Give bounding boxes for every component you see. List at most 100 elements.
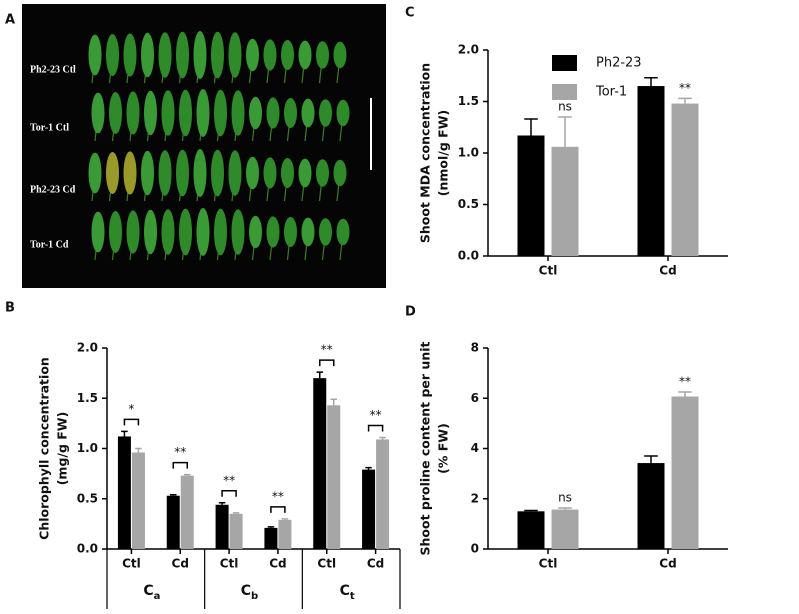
leaf	[214, 208, 227, 256]
bar	[517, 135, 545, 256]
significance: ns	[558, 491, 572, 505]
bar	[264, 527, 278, 549]
legend-label: Ph2-23	[596, 56, 642, 71]
y-tick-label: 0.0	[77, 542, 98, 556]
panel-label: C	[405, 6, 415, 21]
leaf	[249, 215, 262, 249]
bar	[117, 436, 131, 549]
leaf	[231, 90, 245, 136]
bar	[637, 463, 665, 549]
row-label: Tor-1 Cd	[30, 239, 69, 250]
significance: **	[679, 81, 691, 95]
leaf	[126, 210, 140, 254]
x-tick-label: Ctl	[220, 557, 239, 571]
leaf	[228, 32, 242, 78]
error-bar	[121, 430, 128, 437]
leaf	[284, 217, 297, 247]
y-tick-label: 1.5	[77, 391, 98, 405]
leaf	[176, 149, 189, 197]
row-label: Ph2-23 Cd	[30, 184, 76, 195]
bracket	[319, 359, 335, 367]
leaf	[196, 89, 210, 137]
x-tick-label: Ctl	[317, 557, 336, 571]
legend-swatch	[552, 84, 577, 100]
bar	[180, 475, 194, 549]
group-label: Ct	[340, 583, 355, 602]
leaf	[336, 218, 350, 246]
y-axis-title: Shoot proline content per unit	[418, 341, 433, 555]
bar	[362, 469, 376, 549]
leaf	[179, 89, 192, 137]
leaves	[88, 31, 350, 261]
error-bar	[558, 116, 572, 147]
leaf	[88, 34, 102, 76]
group-label-sub: a	[154, 591, 161, 602]
y-tick-label: 1.0	[458, 146, 479, 160]
error-bar	[558, 507, 572, 510]
bar	[166, 495, 180, 549]
x-tick-label: Ctl	[539, 264, 558, 278]
leaf	[214, 89, 227, 137]
group-label: Ca	[143, 583, 160, 602]
leaf	[319, 99, 332, 127]
significance: ns	[558, 99, 572, 113]
error-bar	[678, 97, 692, 104]
error-bar	[218, 502, 226, 505]
y-axis-title: Chlorophyll concentration	[37, 357, 52, 540]
leaf	[196, 208, 210, 256]
leaf	[284, 98, 297, 128]
leaf	[298, 158, 312, 188]
significance: *	[128, 402, 134, 416]
error-bar	[281, 518, 289, 520]
bar	[376, 439, 390, 549]
x-tick-label: Cd	[269, 557, 286, 571]
leaf	[176, 31, 189, 79]
y-tick-label: 4	[471, 441, 479, 455]
group-label-main: C	[143, 583, 153, 599]
leaf	[144, 209, 157, 255]
leaf	[319, 218, 332, 246]
y-tick-label: 2	[471, 491, 479, 505]
error-bar	[678, 391, 692, 397]
y-tick-label: 0.0	[458, 249, 479, 263]
error-bar	[170, 493, 177, 496]
y-tick-label: 8	[471, 341, 479, 355]
group-label: Cb	[241, 583, 258, 602]
error-bar	[184, 473, 191, 476]
leaf	[316, 41, 329, 69]
bar	[313, 378, 327, 549]
leaf	[158, 150, 172, 196]
bar	[229, 513, 243, 549]
leaf	[109, 211, 122, 253]
leaf	[336, 99, 350, 127]
bracket	[367, 424, 384, 432]
y-tick-label: 0.5	[77, 491, 98, 505]
leaf	[211, 149, 224, 197]
panel-label: D	[405, 305, 416, 320]
bar	[131, 452, 145, 549]
error-bar	[524, 118, 538, 136]
leaf	[281, 40, 294, 70]
error-bar	[267, 526, 275, 528]
bar	[278, 519, 292, 549]
leaf	[333, 159, 347, 187]
leaf	[228, 150, 242, 196]
y-axis-title: (nmol/g FW)	[436, 110, 451, 196]
leaf	[123, 151, 137, 195]
leaf	[161, 209, 175, 255]
leaf	[158, 32, 172, 78]
legend-swatch	[552, 55, 577, 71]
leaf	[231, 209, 245, 255]
bracket	[123, 418, 140, 426]
y-tick-label: 2.0	[77, 341, 98, 355]
panel-label: A	[5, 13, 15, 28]
leaf	[106, 34, 119, 76]
error-bar	[644, 455, 658, 464]
x-tick-label: Ctl	[122, 557, 141, 571]
x-tick-label: Cd	[659, 557, 676, 571]
error-bar	[316, 371, 323, 379]
leaf	[91, 211, 105, 253]
error-bar	[379, 436, 386, 440]
y-tick-label: 0	[471, 542, 479, 556]
